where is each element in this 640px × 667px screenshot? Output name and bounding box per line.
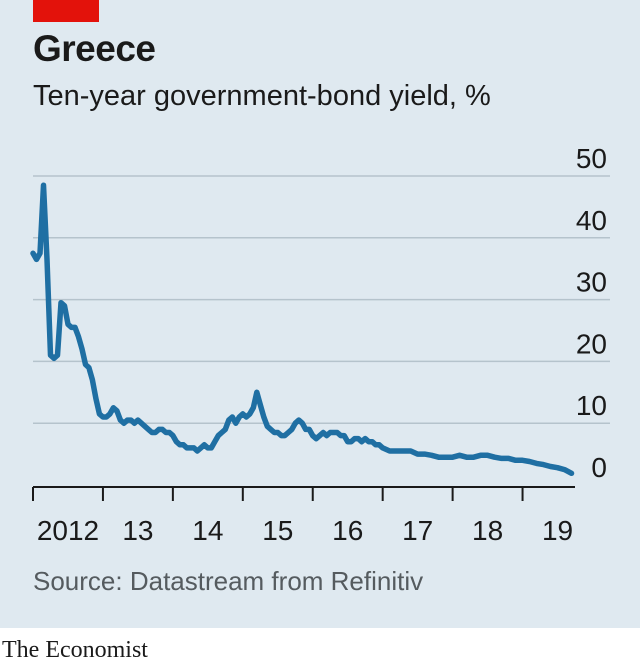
series bbox=[30, 182, 575, 477]
x-tick-label: 15 bbox=[262, 515, 293, 546]
chart-panel bbox=[0, 0, 640, 628]
publisher-logo: The Economist bbox=[2, 637, 148, 663]
grid bbox=[33, 175, 610, 424]
y-axis: 0 10 20 30 40 50 bbox=[576, 143, 607, 483]
x-tick-label: 19 bbox=[542, 515, 573, 546]
x-axis: 2012 13 14 15 16 17 18 19 bbox=[32, 486, 575, 546]
line-chart: 0 10 20 30 40 50 2012 13 14 15 16 17 18 19 bbox=[30, 143, 610, 546]
chart-title: Greece bbox=[33, 28, 156, 69]
y-tick-label: 10 bbox=[576, 390, 607, 421]
chart-subtitle: Ten-year government-bond yield, % bbox=[33, 80, 491, 112]
x-tick-label: 13 bbox=[122, 515, 153, 546]
y-tick-label: 20 bbox=[576, 328, 607, 359]
x-tick-label: 17 bbox=[402, 515, 433, 546]
x-tick-label: 18 bbox=[472, 515, 503, 546]
y-tick-label: 30 bbox=[576, 267, 607, 298]
y-tick-label: 40 bbox=[576, 205, 607, 236]
y-tick-label: 0 bbox=[591, 452, 607, 483]
series-line bbox=[30, 182, 575, 477]
source-note: Source: Datastream from Refinitiv bbox=[33, 566, 424, 596]
brand-tag bbox=[33, 0, 99, 22]
y-tick-label: 50 bbox=[576, 143, 607, 174]
x-tick-label: 2012 bbox=[37, 515, 99, 546]
x-tick-label: 14 bbox=[192, 515, 223, 546]
x-tick-label: 16 bbox=[332, 515, 363, 546]
